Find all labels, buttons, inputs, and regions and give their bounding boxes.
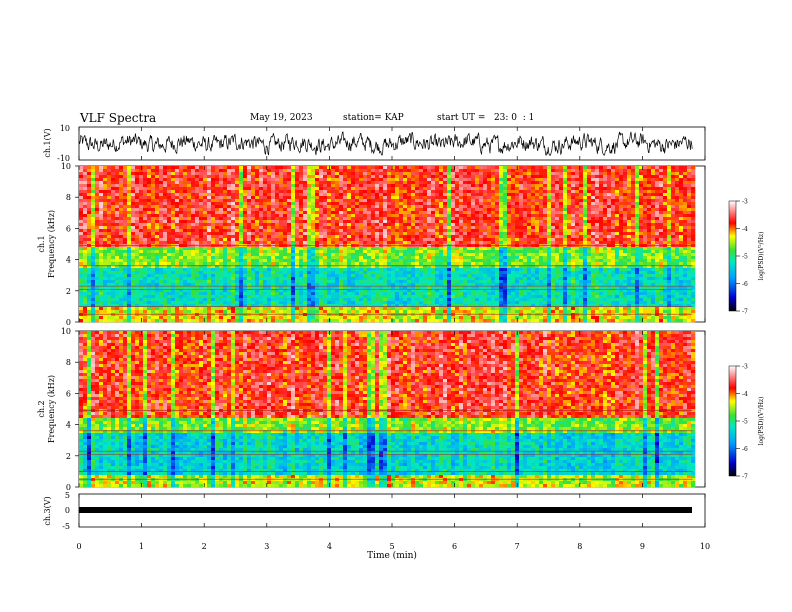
freq-tick-label: 10 bbox=[61, 327, 71, 336]
ch1-spectrogram-image bbox=[79, 166, 696, 323]
freq-tick-label: 2 bbox=[66, 452, 71, 461]
freq-tick-label: 8 bbox=[66, 193, 71, 202]
time-axis-ticks: 0 1 2 3 4 5 6 7 8 9 10 bbox=[76, 127, 710, 551]
freq-tick-label: 2 bbox=[66, 287, 71, 296]
ch3-ylabel: ch.3(V) bbox=[43, 496, 52, 525]
ch3-ytick-mid: 0 bbox=[65, 506, 70, 515]
freq-tick-label: 4 bbox=[66, 256, 71, 265]
freq-tick-label: 6 bbox=[66, 224, 71, 233]
ch2-spec-ylabel-freq: Frequency (kHz) bbox=[47, 375, 56, 443]
colorbar-tick-label: -6 bbox=[742, 446, 748, 453]
time-tick-label: 8 bbox=[577, 542, 582, 551]
ch1-colorbar: -3 -4 -5 -6 -7 log(PSD)(V²/Hz) bbox=[728, 199, 765, 316]
station-label: station= KAP bbox=[343, 113, 404, 123]
figure-title: VLF Spectra bbox=[80, 111, 157, 125]
colorbar-tick-label: -3 bbox=[742, 364, 748, 371]
ch2-spectrogram-panel: 0 2 4 6 8 10 ch.2 Frequency (kHz) bbox=[37, 327, 706, 492]
freq-tick-label: 0 bbox=[66, 483, 71, 492]
ch2-spec-ylabel-channel: ch.2 bbox=[37, 400, 46, 417]
ch1-colorbar-label: log(PSD)(V²/Hz) bbox=[758, 232, 765, 281]
ch1-freq-ticks: 0 2 4 6 8 10 bbox=[61, 162, 79, 327]
ch1-spec-ylabel-channel: ch.1 bbox=[37, 235, 46, 252]
time-tick-label: 0 bbox=[76, 542, 81, 551]
ch1-spec-ylabel-freq: Frequency (kHz) bbox=[47, 210, 56, 278]
time-tick-label: 1 bbox=[139, 542, 144, 551]
colorbar-tick-label: -7 bbox=[742, 309, 748, 316]
freq-tick-label: 10 bbox=[61, 162, 71, 171]
colorbar-tick-label: -7 bbox=[742, 474, 748, 481]
time-tick-label: 4 bbox=[327, 542, 332, 551]
ch3-ytick-top: 5 bbox=[65, 491, 70, 500]
time-tick-label: 3 bbox=[264, 542, 269, 551]
ch3-waveform-panel: 5 0 -5 ch.3(V) bbox=[43, 491, 706, 531]
freq-tick-label: 4 bbox=[66, 421, 71, 430]
start-time-label: start UT = 23: 0 : 1 bbox=[437, 113, 535, 123]
ch1-waveform-panel: 10 -10 ch.1(V) bbox=[43, 124, 706, 163]
time-tick-label: 5 bbox=[389, 542, 394, 551]
ch1-ylabel: ch.1(V) bbox=[43, 128, 52, 157]
time-tick-label: 10 bbox=[700, 542, 710, 551]
date-label: May 19, 2023 bbox=[250, 113, 313, 123]
time-tick-label: 7 bbox=[515, 542, 520, 551]
ch2-freq-ticks: 0 2 4 6 8 10 bbox=[61, 327, 79, 492]
time-tick-label: 9 bbox=[640, 542, 645, 551]
colorbar-tick-label: -5 bbox=[742, 419, 748, 426]
time-axis-label: Time (min) bbox=[367, 550, 417, 561]
ch1-waveform-line bbox=[78, 131, 693, 156]
ch2-colorbar-label: log(PSD)(V²/Hz) bbox=[758, 397, 765, 446]
freq-tick-label: 0 bbox=[66, 318, 71, 327]
ch1-spectrogram-panel: 0 2 4 6 8 10 ch.1 Frequency (kHz) bbox=[37, 162, 706, 327]
ch3-ytick-bottom: -5 bbox=[62, 522, 70, 531]
ch2-colorbar: -3 -4 -5 -6 -7 log(PSD)(V²/Hz) bbox=[728, 364, 765, 481]
colorbar-tick-label: -4 bbox=[742, 391, 748, 398]
colorbar-tick-label: -3 bbox=[742, 199, 748, 206]
freq-tick-label: 8 bbox=[66, 358, 71, 367]
freq-tick-label: 6 bbox=[66, 389, 71, 398]
ch3-waveform-band bbox=[79, 507, 692, 513]
ch1-ytick-bottom: -10 bbox=[57, 154, 70, 163]
ch1-ytick-top: 10 bbox=[60, 124, 70, 133]
ch2-spectrogram-image bbox=[79, 331, 696, 488]
colorbar-tick-label: -5 bbox=[742, 254, 748, 261]
colorbar-tick-label: -4 bbox=[742, 226, 748, 233]
time-tick-label: 2 bbox=[202, 542, 207, 551]
colorbar-tick-label: -6 bbox=[742, 281, 748, 288]
time-tick-label: 6 bbox=[452, 542, 457, 551]
